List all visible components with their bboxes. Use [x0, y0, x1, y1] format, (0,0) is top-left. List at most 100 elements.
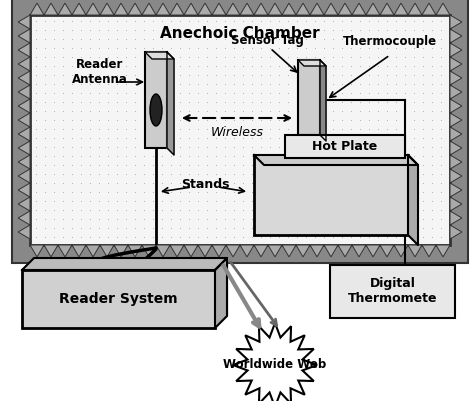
Polygon shape: [30, 245, 44, 257]
Polygon shape: [142, 245, 156, 257]
Polygon shape: [450, 85, 462, 99]
Polygon shape: [450, 29, 462, 43]
Polygon shape: [450, 183, 462, 197]
Polygon shape: [450, 169, 462, 183]
Bar: [145, 52, 167, 148]
Polygon shape: [58, 245, 72, 257]
Polygon shape: [296, 245, 310, 257]
Polygon shape: [18, 211, 30, 225]
Polygon shape: [114, 245, 128, 257]
Polygon shape: [72, 3, 86, 15]
Polygon shape: [324, 245, 338, 257]
Polygon shape: [44, 245, 58, 257]
Text: Stands: Stands: [181, 178, 229, 192]
Polygon shape: [450, 57, 462, 71]
Polygon shape: [254, 3, 268, 15]
Polygon shape: [18, 183, 30, 197]
Polygon shape: [18, 43, 30, 57]
Polygon shape: [338, 3, 352, 15]
Polygon shape: [72, 245, 86, 257]
Polygon shape: [18, 15, 30, 29]
Text: Reader
Antenna: Reader Antenna: [72, 58, 128, 86]
Polygon shape: [366, 3, 380, 15]
Polygon shape: [226, 3, 240, 15]
Text: Worldwide Web: Worldwide Web: [223, 358, 327, 371]
Polygon shape: [254, 245, 268, 257]
Polygon shape: [450, 211, 462, 225]
Bar: [330, 265, 455, 318]
Polygon shape: [268, 3, 282, 15]
Polygon shape: [142, 3, 156, 15]
Polygon shape: [44, 3, 58, 15]
Bar: [298, 60, 320, 135]
Polygon shape: [240, 245, 254, 257]
Polygon shape: [86, 245, 100, 257]
Bar: [30, 15, 450, 245]
Polygon shape: [170, 3, 184, 15]
Polygon shape: [352, 245, 366, 257]
Polygon shape: [408, 3, 422, 15]
Text: Reader System: Reader System: [59, 292, 178, 306]
Polygon shape: [18, 29, 30, 43]
Polygon shape: [450, 99, 462, 113]
Polygon shape: [450, 141, 462, 155]
Polygon shape: [18, 155, 30, 169]
Polygon shape: [436, 245, 450, 257]
Polygon shape: [215, 258, 227, 328]
Text: Hot Plate: Hot Plate: [312, 140, 378, 153]
Bar: [22, 270, 215, 328]
Bar: [254, 155, 408, 235]
Polygon shape: [450, 225, 462, 239]
Polygon shape: [254, 155, 418, 165]
Polygon shape: [298, 60, 326, 66]
Polygon shape: [450, 71, 462, 85]
Polygon shape: [282, 3, 296, 15]
Text: Thermocouple: Thermocouple: [343, 35, 437, 48]
Polygon shape: [436, 3, 450, 15]
Polygon shape: [198, 245, 212, 257]
Polygon shape: [366, 245, 380, 257]
Polygon shape: [408, 155, 418, 245]
Polygon shape: [324, 3, 338, 15]
Ellipse shape: [150, 94, 162, 126]
Polygon shape: [18, 141, 30, 155]
Polygon shape: [30, 3, 44, 15]
Polygon shape: [310, 3, 324, 15]
Polygon shape: [58, 3, 72, 15]
Polygon shape: [422, 3, 436, 15]
Polygon shape: [18, 57, 30, 71]
Polygon shape: [450, 197, 462, 211]
Polygon shape: [145, 52, 174, 59]
Polygon shape: [18, 71, 30, 85]
Polygon shape: [226, 245, 240, 257]
Polygon shape: [422, 245, 436, 257]
Polygon shape: [450, 127, 462, 141]
Polygon shape: [100, 245, 114, 257]
Polygon shape: [18, 127, 30, 141]
Bar: [12, 0, 468, 263]
Polygon shape: [296, 3, 310, 15]
Polygon shape: [380, 245, 394, 257]
Polygon shape: [156, 245, 170, 257]
Polygon shape: [184, 245, 198, 257]
Polygon shape: [86, 3, 100, 15]
Text: Sensor Tag: Sensor Tag: [230, 34, 303, 47]
Polygon shape: [128, 245, 142, 257]
Polygon shape: [18, 113, 30, 127]
Polygon shape: [282, 245, 296, 257]
Polygon shape: [198, 3, 212, 15]
Polygon shape: [18, 85, 30, 99]
Polygon shape: [170, 245, 184, 257]
Polygon shape: [100, 3, 114, 15]
Polygon shape: [22, 258, 227, 270]
Polygon shape: [212, 245, 226, 257]
Polygon shape: [184, 3, 198, 15]
Text: Wireless: Wireless: [210, 126, 264, 139]
Polygon shape: [338, 245, 352, 257]
Polygon shape: [380, 3, 394, 15]
Polygon shape: [128, 3, 142, 15]
Polygon shape: [18, 169, 30, 183]
Polygon shape: [320, 60, 326, 141]
Polygon shape: [310, 245, 324, 257]
Polygon shape: [212, 3, 226, 15]
